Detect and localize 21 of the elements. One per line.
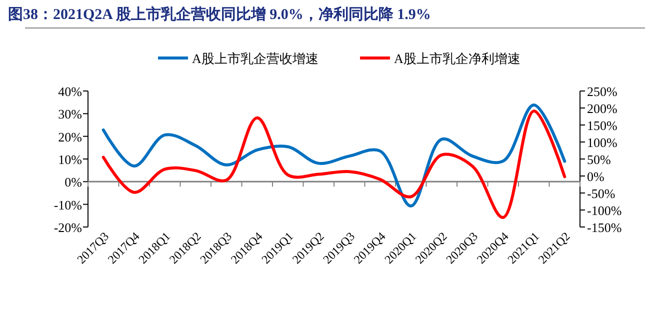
- y2-tick-label: -150%: [587, 220, 622, 235]
- chart-title: 图38：2021Q2A 股上市乳企营收同比增 9.0%，净利同比降 1.9%: [8, 5, 431, 23]
- y-tick-label: 10%: [58, 152, 82, 167]
- y-tick-label: 20%: [58, 129, 82, 144]
- y2-tick-label: 200%: [587, 101, 618, 116]
- y2-tick-label: -100%: [587, 203, 622, 218]
- line-series: [102, 104, 566, 208]
- legend-label: A股上市乳企净利增速: [394, 51, 520, 66]
- y2-tick-label: 50%: [587, 152, 611, 167]
- y-tick-label: 30%: [58, 106, 82, 122]
- y2-tick-label: 0%: [587, 169, 604, 184]
- legend-label: A股上市乳企营收增速: [192, 51, 318, 66]
- y2-tick-label: 250%: [587, 84, 618, 99]
- y-tick-label: -10%: [54, 197, 82, 212]
- y-tick-label: 0%: [64, 174, 82, 190]
- y-tick-label: 40%: [58, 84, 82, 99]
- line-series: [102, 110, 566, 219]
- y2-tick-label: 150%: [587, 118, 618, 133]
- y2-tick-label: 100%: [587, 135, 618, 150]
- y-tick-label: -20%: [54, 220, 82, 235]
- y2-tick-label: -50%: [587, 186, 616, 201]
